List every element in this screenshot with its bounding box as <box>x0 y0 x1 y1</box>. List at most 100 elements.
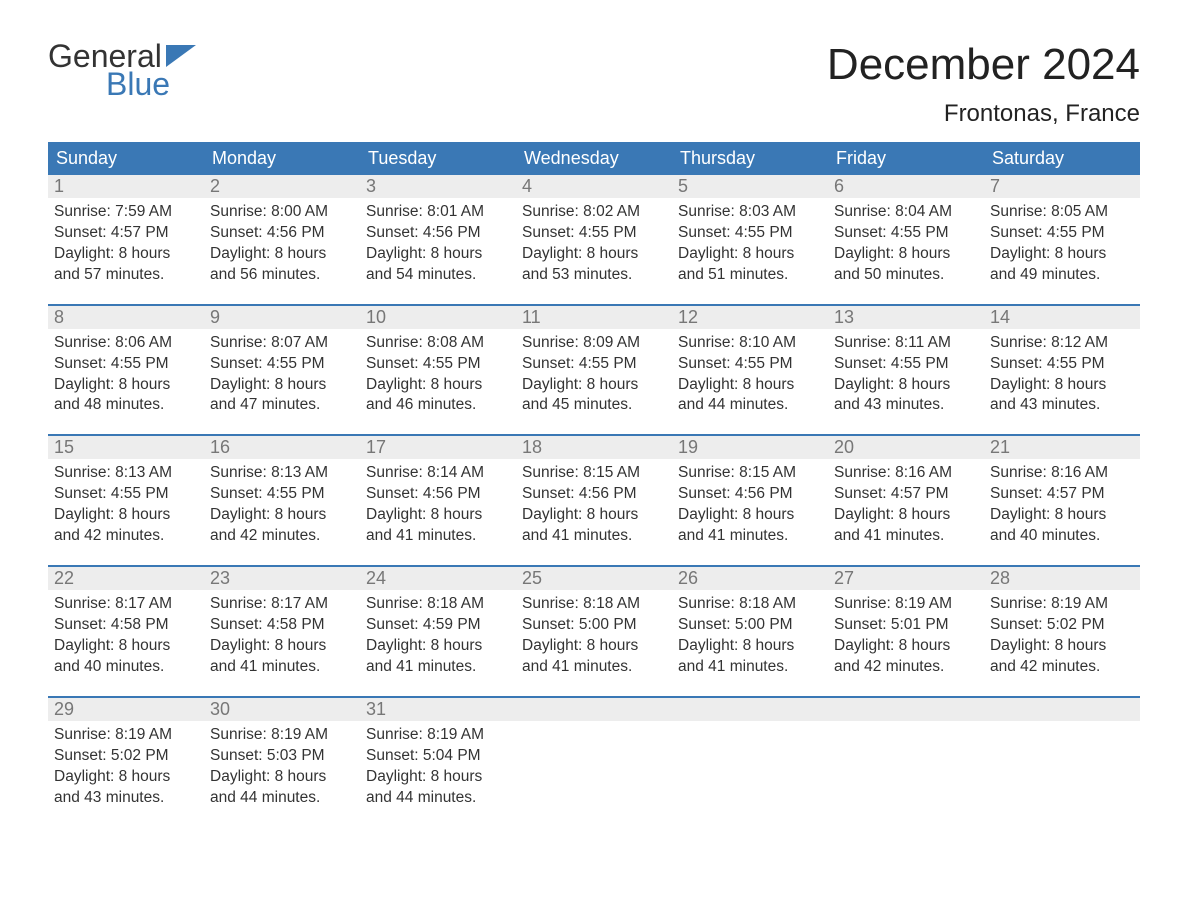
day-number: 25 <box>516 567 672 590</box>
day-body: Sunrise: 8:11 AMSunset: 4:55 PMDaylight:… <box>828 329 984 417</box>
sunrise-line: Sunrise: 8:07 AM <box>210 333 354 354</box>
daylight-line-2: and 42 minutes. <box>54 526 198 547</box>
daylight-line-2: and 42 minutes. <box>990 657 1134 678</box>
calendar-week: 29Sunrise: 8:19 AMSunset: 5:02 PMDayligh… <box>48 696 1140 809</box>
calendar-day: 10Sunrise: 8:08 AMSunset: 4:55 PMDayligh… <box>360 306 516 417</box>
day-number: 30 <box>204 698 360 721</box>
day-body: Sunrise: 8:08 AMSunset: 4:55 PMDaylight:… <box>360 329 516 417</box>
daylight-line-2: and 43 minutes. <box>834 395 978 416</box>
sunset-line: Sunset: 5:02 PM <box>990 615 1134 636</box>
sunrise-line: Sunrise: 8:10 AM <box>678 333 822 354</box>
sunset-line: Sunset: 4:56 PM <box>366 484 510 505</box>
day-body: Sunrise: 8:12 AMSunset: 4:55 PMDaylight:… <box>984 329 1140 417</box>
daylight-line-1: Daylight: 8 hours <box>522 375 666 396</box>
sunset-line: Sunset: 4:56 PM <box>366 223 510 244</box>
daylight-line-1: Daylight: 8 hours <box>54 505 198 526</box>
calendar-day: 1Sunrise: 7:59 AMSunset: 4:57 PMDaylight… <box>48 175 204 286</box>
daylight-line-1: Daylight: 8 hours <box>522 244 666 265</box>
daylight-line-2: and 57 minutes. <box>54 265 198 286</box>
daylight-line-1: Daylight: 8 hours <box>210 767 354 788</box>
sunset-line: Sunset: 4:55 PM <box>366 354 510 375</box>
location-label: Frontonas, France <box>827 100 1140 128</box>
daylight-line-2: and 49 minutes. <box>990 265 1134 286</box>
calendar-day: 9Sunrise: 8:07 AMSunset: 4:55 PMDaylight… <box>204 306 360 417</box>
sunset-line: Sunset: 4:55 PM <box>54 354 198 375</box>
day-body: Sunrise: 8:10 AMSunset: 4:55 PMDaylight:… <box>672 329 828 417</box>
day-body: Sunrise: 7:59 AMSunset: 4:57 PMDaylight:… <box>48 198 204 286</box>
daylight-line-2: and 44 minutes. <box>366 788 510 809</box>
daylight-line-2: and 51 minutes. <box>678 265 822 286</box>
sunset-line: Sunset: 4:55 PM <box>678 354 822 375</box>
day-body: Sunrise: 8:18 AMSunset: 5:00 PMDaylight:… <box>672 590 828 678</box>
calendar-day: 16Sunrise: 8:13 AMSunset: 4:55 PMDayligh… <box>204 436 360 547</box>
day-number <box>828 698 984 721</box>
day-body: Sunrise: 8:19 AMSunset: 5:02 PMDaylight:… <box>48 721 204 809</box>
day-number: 10 <box>360 306 516 329</box>
day-body: Sunrise: 8:16 AMSunset: 4:57 PMDaylight:… <box>828 459 984 547</box>
daylight-line-1: Daylight: 8 hours <box>990 636 1134 657</box>
weekday-header-cell: Sunday <box>48 142 204 175</box>
calendar-day: 12Sunrise: 8:10 AMSunset: 4:55 PMDayligh… <box>672 306 828 417</box>
day-number: 13 <box>828 306 984 329</box>
calendar-day: 26Sunrise: 8:18 AMSunset: 5:00 PMDayligh… <box>672 567 828 678</box>
sunrise-line: Sunrise: 8:15 AM <box>678 463 822 484</box>
sunset-line: Sunset: 5:01 PM <box>834 615 978 636</box>
day-number: 2 <box>204 175 360 198</box>
sunset-line: Sunset: 4:55 PM <box>834 354 978 375</box>
sunrise-line: Sunrise: 8:19 AM <box>54 725 198 746</box>
sunset-line: Sunset: 4:57 PM <box>834 484 978 505</box>
sunrise-line: Sunrise: 8:09 AM <box>522 333 666 354</box>
calendar-day: 27Sunrise: 8:19 AMSunset: 5:01 PMDayligh… <box>828 567 984 678</box>
day-body: Sunrise: 8:15 AMSunset: 4:56 PMDaylight:… <box>672 459 828 547</box>
sunset-line: Sunset: 4:55 PM <box>210 484 354 505</box>
calendar-day-empty <box>984 698 1140 809</box>
sunset-line: Sunset: 4:55 PM <box>522 354 666 375</box>
header-row: General Blue December 2024 Frontonas, Fr… <box>48 40 1140 128</box>
sunset-line: Sunset: 5:03 PM <box>210 746 354 767</box>
day-body: Sunrise: 8:07 AMSunset: 4:55 PMDaylight:… <box>204 329 360 417</box>
day-body: Sunrise: 8:01 AMSunset: 4:56 PMDaylight:… <box>360 198 516 286</box>
daylight-line-2: and 40 minutes. <box>990 526 1134 547</box>
calendar-day: 2Sunrise: 8:00 AMSunset: 4:56 PMDaylight… <box>204 175 360 286</box>
calendar-day: 25Sunrise: 8:18 AMSunset: 5:00 PMDayligh… <box>516 567 672 678</box>
daylight-line-1: Daylight: 8 hours <box>210 244 354 265</box>
daylight-line-2: and 47 minutes. <box>210 395 354 416</box>
daylight-line-2: and 41 minutes. <box>210 657 354 678</box>
day-body: Sunrise: 8:19 AMSunset: 5:01 PMDaylight:… <box>828 590 984 678</box>
daylight-line-2: and 41 minutes. <box>366 657 510 678</box>
day-number: 14 <box>984 306 1140 329</box>
daylight-line-2: and 44 minutes. <box>678 395 822 416</box>
daylight-line-2: and 48 minutes. <box>54 395 198 416</box>
calendar-week: 15Sunrise: 8:13 AMSunset: 4:55 PMDayligh… <box>48 434 1140 547</box>
daylight-line-1: Daylight: 8 hours <box>522 505 666 526</box>
day-body: Sunrise: 8:19 AMSunset: 5:04 PMDaylight:… <box>360 721 516 809</box>
daylight-line-1: Daylight: 8 hours <box>678 636 822 657</box>
sunrise-line: Sunrise: 8:13 AM <box>54 463 198 484</box>
daylight-line-2: and 42 minutes. <box>210 526 354 547</box>
day-body: Sunrise: 8:16 AMSunset: 4:57 PMDaylight:… <box>984 459 1140 547</box>
day-number: 19 <box>672 436 828 459</box>
daylight-line-1: Daylight: 8 hours <box>54 244 198 265</box>
sunrise-line: Sunrise: 8:08 AM <box>366 333 510 354</box>
day-body: Sunrise: 8:04 AMSunset: 4:55 PMDaylight:… <box>828 198 984 286</box>
daylight-line-1: Daylight: 8 hours <box>834 244 978 265</box>
daylight-line-2: and 43 minutes. <box>54 788 198 809</box>
weekday-header-cell: Tuesday <box>360 142 516 175</box>
calendar-body: 1Sunrise: 7:59 AMSunset: 4:57 PMDaylight… <box>48 175 1140 808</box>
sunrise-line: Sunrise: 8:17 AM <box>210 594 354 615</box>
sunset-line: Sunset: 4:56 PM <box>522 484 666 505</box>
sunset-line: Sunset: 4:56 PM <box>210 223 354 244</box>
calendar-day: 15Sunrise: 8:13 AMSunset: 4:55 PMDayligh… <box>48 436 204 547</box>
calendar-week: 1Sunrise: 7:59 AMSunset: 4:57 PMDaylight… <box>48 175 1140 286</box>
sunset-line: Sunset: 4:57 PM <box>990 484 1134 505</box>
calendar-day: 5Sunrise: 8:03 AMSunset: 4:55 PMDaylight… <box>672 175 828 286</box>
sunset-line: Sunset: 5:04 PM <box>366 746 510 767</box>
day-number: 6 <box>828 175 984 198</box>
daylight-line-1: Daylight: 8 hours <box>990 375 1134 396</box>
day-body: Sunrise: 8:03 AMSunset: 4:55 PMDaylight:… <box>672 198 828 286</box>
day-number: 28 <box>984 567 1140 590</box>
day-number: 27 <box>828 567 984 590</box>
day-number: 3 <box>360 175 516 198</box>
day-number: 4 <box>516 175 672 198</box>
day-number: 1 <box>48 175 204 198</box>
